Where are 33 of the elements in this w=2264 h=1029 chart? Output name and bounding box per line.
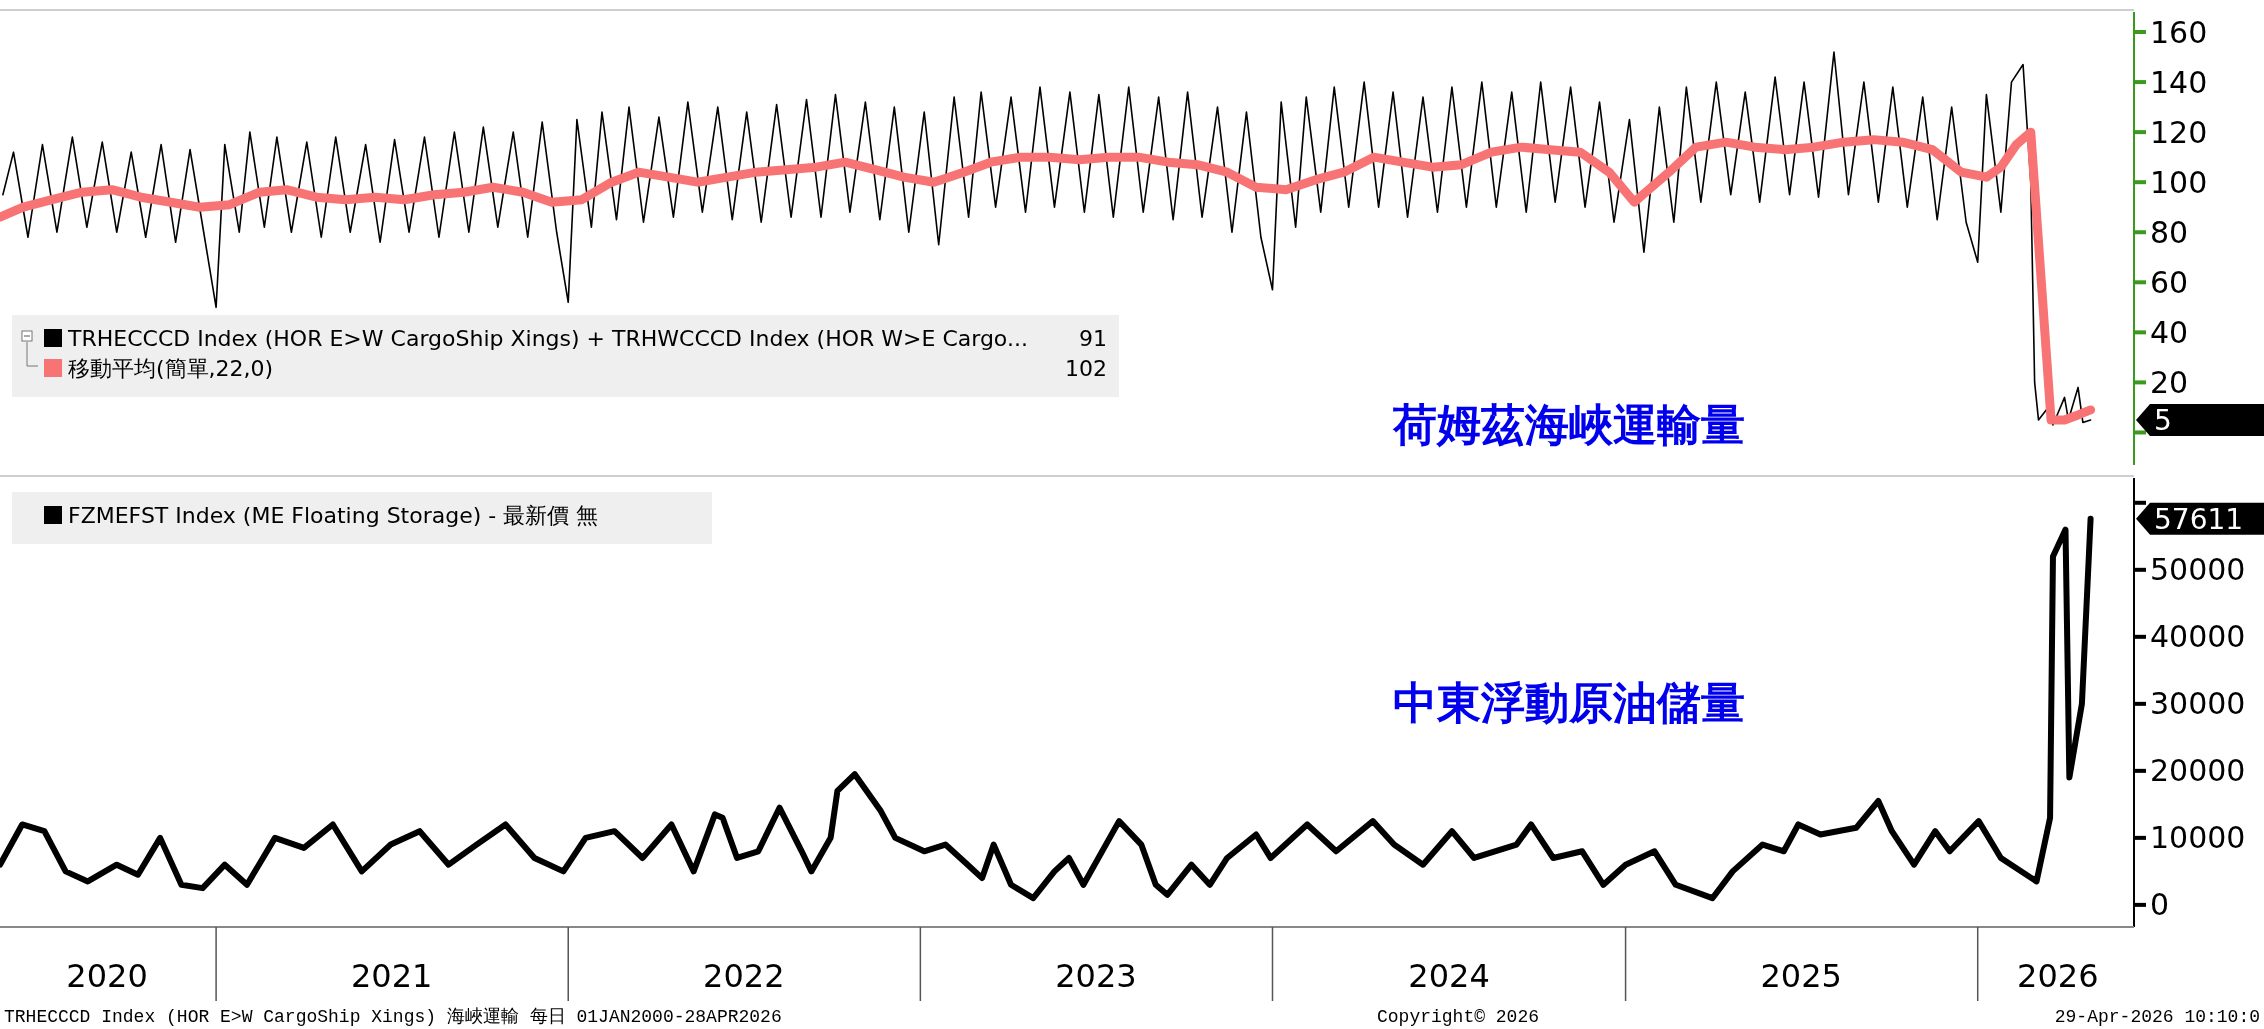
x-tick-label: 2025	[1760, 957, 1842, 995]
y-tick-label: 120	[2150, 114, 2208, 150]
y-tick-label: 20	[2150, 364, 2189, 400]
x-tick-label: 2022	[703, 957, 785, 995]
y-tick-label: 0	[2150, 887, 2170, 923]
y-tick-label: 140	[2150, 64, 2208, 100]
text: 荷姆茲海峽運輸量	[1392, 399, 1745, 450]
annotation: 102	[1065, 355, 1107, 381]
y-tick-label: 100	[2150, 164, 2208, 200]
text: TRHECCCD Index (HOR E>W CargoShip Xings) 海峽運輸 每日 01JAN2000-28APR2026	[4, 1007, 782, 1027]
x-tick-label: 2023	[1055, 957, 1137, 995]
x-tick-label: 2026	[2017, 957, 2099, 995]
annotation: 57611	[2154, 502, 2244, 536]
annotation: 5	[2154, 404, 2172, 438]
text: Copyright© 2026	[1376, 1007, 1540, 1027]
y-tick-label: 80	[2150, 214, 2189, 250]
annotation: 91	[1079, 325, 1107, 351]
y-tick-label: 40000	[2150, 619, 2246, 655]
y-tick-label: 40	[2150, 314, 2189, 350]
text: 中東浮動原油儲量	[1393, 677, 1745, 728]
y-tick-label: 10000	[2150, 820, 2246, 856]
x-tick-label: 2020	[66, 957, 148, 995]
x-tick-label: 2021	[350, 957, 433, 995]
legend-label: TRHECCCD Index (HOR E>W CargoShip Xings) + TRHWCCCD Index (HOR W>E Cargo...	[67, 325, 1028, 351]
legend-label: 移動平均(簡單,22,0)	[68, 355, 274, 381]
y-tick-label: 30000	[2150, 686, 2246, 722]
y-tick-label: 50000	[2150, 552, 2246, 588]
y-tick-label: 20000	[2150, 753, 2246, 789]
y-tick-label: 60	[2150, 264, 2189, 300]
x-tick-label: 2024	[1408, 957, 1490, 995]
text: 29-Apr-2026 10:10:0	[2054, 1007, 2260, 1027]
legend-label: FZMEFST Index (ME Floating Storage) - 最新價 無	[68, 502, 599, 528]
y-tick-label: 160	[2150, 14, 2208, 50]
